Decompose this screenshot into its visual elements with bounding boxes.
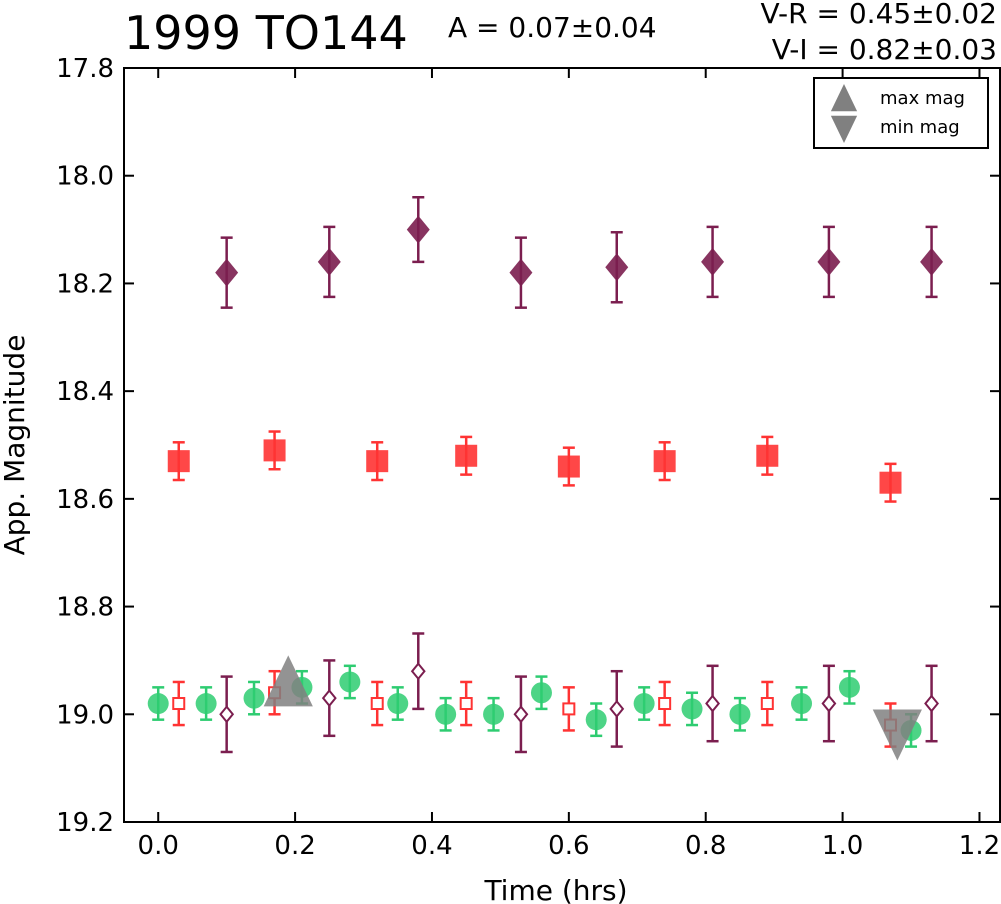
data-point-circle bbox=[681, 698, 703, 720]
y-tick-label: 18.8 bbox=[56, 593, 114, 623]
x-tick-label: 1.2 bbox=[959, 831, 1000, 861]
data-point-open-diamond bbox=[924, 694, 940, 713]
x-tick-label: 0.6 bbox=[548, 831, 589, 861]
max-mag-marker bbox=[263, 655, 313, 707]
data-point-open-diamond bbox=[609, 699, 625, 718]
legend-max-marker bbox=[830, 84, 858, 112]
series bbox=[215, 196, 944, 309]
data-point-diamond bbox=[817, 247, 841, 276]
data-point-square bbox=[756, 444, 779, 467]
data-point-circle bbox=[387, 693, 409, 715]
data-point-diamond bbox=[605, 253, 629, 282]
data-point-open-diamond bbox=[821, 694, 837, 713]
chart-axes: 0.0 0.2 0.4 0.6 0.8 1.0 1.2 17.8 18.0 18.2 18.4 18.… bbox=[0, 54, 1000, 904]
data-point-circle bbox=[435, 703, 457, 725]
x-tick-label: 0.0 bbox=[138, 831, 179, 861]
data-point-circle bbox=[195, 693, 217, 715]
data-point-square bbox=[455, 444, 478, 467]
data-point-circle bbox=[530, 682, 552, 704]
amplitude-label: A = 0.07±0.04 bbox=[448, 11, 657, 44]
data-point-circle bbox=[339, 671, 361, 693]
y-tick-label: 19.2 bbox=[56, 808, 114, 838]
data-point-circle bbox=[585, 709, 607, 731]
data-point-square bbox=[879, 471, 902, 494]
y-tick-label: 18.2 bbox=[56, 269, 114, 299]
data-point-open-square bbox=[658, 697, 672, 711]
x-tick-label: 0.8 bbox=[685, 831, 726, 861]
data-point-open-square bbox=[760, 697, 774, 711]
data-point-square bbox=[263, 439, 286, 462]
data-point-open-square bbox=[562, 702, 576, 716]
v-r-color-label: V-R = 0.45±0.02 bbox=[760, 0, 997, 30]
x-axis-label: Time (hrs) bbox=[483, 874, 627, 904]
data-point-circle bbox=[838, 676, 860, 698]
data-point-open-square bbox=[459, 697, 473, 711]
data-point-diamond bbox=[509, 258, 533, 287]
data-point-square bbox=[653, 450, 676, 473]
chart-marks bbox=[147, 196, 944, 761]
data-point-diamond bbox=[920, 247, 944, 276]
y-axis-label: App. Magnitude bbox=[0, 335, 31, 556]
data-point-square bbox=[557, 455, 580, 478]
series bbox=[167, 430, 902, 503]
v-i-color-label: V-I = 0.82±0.03 bbox=[771, 33, 997, 66]
legend-label: max mag bbox=[880, 88, 965, 109]
x-tick-label: 0.2 bbox=[274, 831, 315, 861]
legend: max mag min mag bbox=[813, 77, 989, 149]
legend-min-marker bbox=[830, 115, 858, 143]
y-tick-label: 19.0 bbox=[56, 700, 114, 730]
data-point-circle bbox=[633, 693, 655, 715]
data-point-diamond bbox=[215, 258, 239, 287]
x-tick-label: 1.0 bbox=[822, 831, 863, 861]
data-point-open-diamond bbox=[705, 694, 721, 713]
data-point-open-square bbox=[172, 697, 186, 711]
data-point-open-diamond bbox=[410, 662, 426, 681]
data-point-diamond bbox=[701, 247, 725, 276]
data-point-circle bbox=[791, 693, 813, 715]
series bbox=[219, 632, 940, 754]
extrema-markers bbox=[263, 655, 922, 761]
data-point-circle bbox=[729, 703, 751, 725]
chart-title: 1999 TO144 bbox=[124, 6, 408, 60]
y-tick-label: 17.8 bbox=[56, 54, 114, 84]
min-mag-marker bbox=[872, 709, 922, 761]
data-point-circle bbox=[147, 693, 169, 715]
data-point-diamond bbox=[317, 247, 341, 276]
data-point-diamond bbox=[406, 215, 430, 244]
data-point-open-diamond bbox=[219, 705, 235, 724]
data-point-square bbox=[167, 450, 190, 473]
y-tick-label: 18.6 bbox=[56, 485, 114, 515]
plot-frame bbox=[123, 67, 1001, 823]
legend-label: min mag bbox=[880, 117, 960, 138]
data-point-square bbox=[366, 450, 389, 473]
y-tick-label: 18.0 bbox=[56, 162, 114, 192]
data-point-open-diamond bbox=[513, 705, 529, 724]
data-point-open-square bbox=[370, 697, 384, 711]
data-point-open-diamond bbox=[321, 689, 337, 708]
data-point-circle bbox=[483, 703, 505, 725]
y-tick-label: 18.4 bbox=[56, 377, 114, 407]
data-point-circle bbox=[243, 687, 265, 709]
x-tick-label: 0.4 bbox=[411, 831, 452, 861]
